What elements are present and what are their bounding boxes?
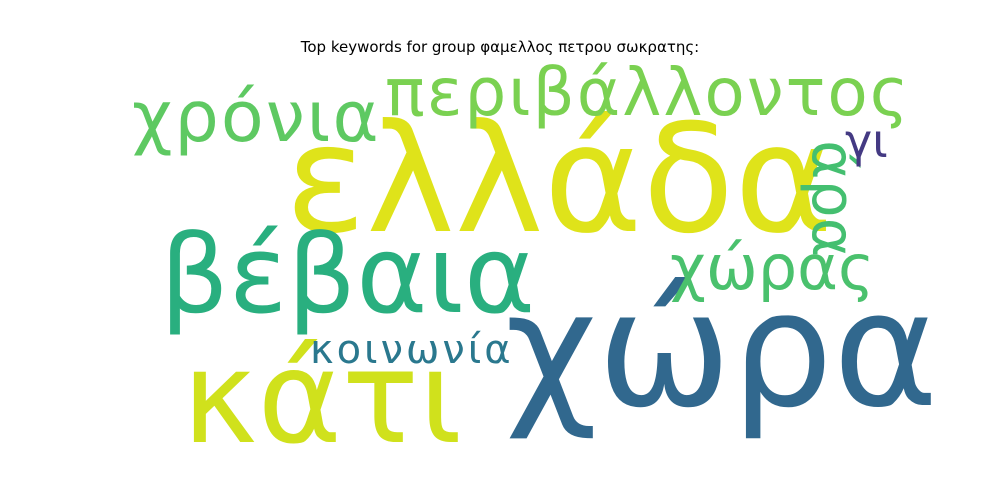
word-vevaia: βέβαια xyxy=(160,213,536,338)
word-choras: χώρας xyxy=(670,231,875,304)
word-perivallontos: περιβάλλοντος xyxy=(385,54,911,131)
word-kati: κάτι xyxy=(182,324,463,473)
word-ellada: ελλάδα xyxy=(285,93,834,267)
word-gi: γι xyxy=(845,114,888,168)
chart-title: Top keywords for group φαμελλος πετρου σ… xyxy=(300,38,700,56)
word-chora: χώρα xyxy=(505,256,939,443)
word-chronia: χρόνια xyxy=(132,76,381,158)
word-koinonia: κοινωνία xyxy=(310,327,514,373)
